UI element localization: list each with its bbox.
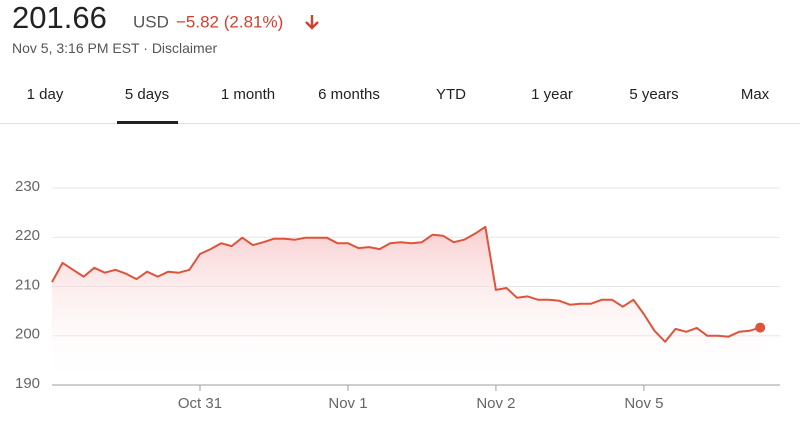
price-line bbox=[51, 225, 761, 343]
timestamp-line: Nov 5, 3:16 PM EST · Disclaimer bbox=[12, 40, 217, 56]
tab[interactable]: 1 day bbox=[27, 86, 64, 103]
y-tick-label: 230 bbox=[15, 178, 40, 195]
y-tick-label: 190 bbox=[15, 375, 40, 392]
area-fill bbox=[52, 226, 761, 385]
y-tick-label: 220 bbox=[15, 227, 40, 244]
tab[interactable]: YTD bbox=[436, 86, 466, 103]
separator: · bbox=[143, 40, 148, 56]
tab-underline bbox=[117, 121, 178, 124]
tab[interactable]: Max bbox=[741, 86, 770, 103]
timestamp: Nov 5, 3:16 PM EST bbox=[12, 40, 140, 56]
down-arrow bbox=[305, 15, 319, 30]
price-change: −5.82 (2.81%) bbox=[176, 12, 283, 31]
x-tick-label: Nov 5 bbox=[624, 395, 663, 412]
disclaimer[interactable]: Disclaimer bbox=[152, 40, 218, 56]
y-tick-label: 210 bbox=[15, 276, 40, 293]
tab[interactable]: 5 days bbox=[125, 86, 169, 103]
tab[interactable]: 1 month bbox=[221, 86, 275, 103]
tab[interactable]: 5 years bbox=[629, 86, 678, 103]
tab[interactable]: 1 year bbox=[531, 86, 573, 103]
x-tick-label: Nov 1 bbox=[328, 395, 367, 412]
currency: USD bbox=[133, 12, 169, 31]
x-tick-label: Nov 2 bbox=[476, 395, 515, 412]
last-point bbox=[755, 322, 766, 333]
tab[interactable]: 6 months bbox=[318, 86, 380, 103]
price: 201.66 bbox=[12, 0, 107, 35]
x-tick-label: Oct 31 bbox=[178, 395, 222, 412]
y-tick-label: 200 bbox=[15, 326, 40, 343]
